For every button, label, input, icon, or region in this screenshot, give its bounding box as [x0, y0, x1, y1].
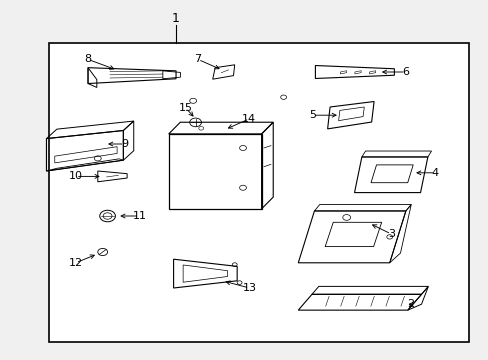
Text: 1: 1	[172, 12, 180, 24]
Text: 7: 7	[194, 54, 201, 64]
Text: 5: 5	[309, 110, 316, 120]
Text: 6: 6	[402, 67, 408, 77]
Text: 14: 14	[242, 114, 256, 124]
Text: 15: 15	[179, 103, 192, 113]
Text: 9: 9	[121, 139, 128, 149]
Text: 10: 10	[69, 171, 82, 181]
Text: 2: 2	[407, 299, 413, 309]
Text: 12: 12	[69, 258, 82, 268]
Text: 13: 13	[242, 283, 256, 293]
Text: 3: 3	[387, 229, 394, 239]
Bar	[49, 43, 468, 342]
Text: 4: 4	[431, 168, 438, 178]
Text: 11: 11	[132, 211, 146, 221]
Text: 8: 8	[84, 54, 91, 64]
